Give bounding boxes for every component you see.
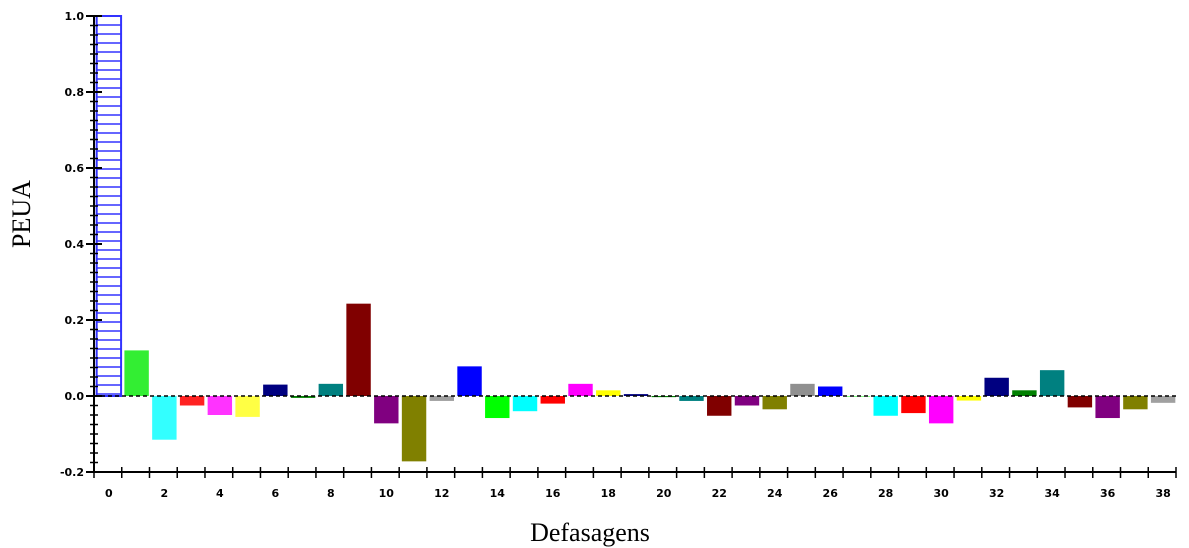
bar-lag-11 <box>401 396 427 462</box>
x-tick-label: 38 <box>1155 487 1170 500</box>
bar-lag-25 <box>790 383 815 396</box>
bar-lag-9 <box>346 303 371 396</box>
x-ticks-group: 0 2 4 6 8 10 12 14 16 18 20 22 24 26 28 30 32 34 36 38 <box>93 467 1177 500</box>
bar-lag-33 <box>1012 390 1037 396</box>
y-axis-title: PEUA <box>7 180 36 248</box>
bar-lag-28 <box>873 396 898 416</box>
bar-lag-4 <box>207 396 233 415</box>
bar-lag-26 <box>817 386 843 396</box>
bar-lag-13 <box>457 366 482 396</box>
bar-lag-7 <box>290 396 316 398</box>
bar-lag-21 <box>679 396 704 401</box>
bar-lag-6 <box>263 384 288 396</box>
bar-lag-14 <box>485 396 510 419</box>
x-tick-label: 4 <box>216 487 224 500</box>
x-tick-label: 26 <box>823 487 839 500</box>
bar-lag-24 <box>762 396 787 410</box>
bar-lag-5 <box>235 396 260 417</box>
bar-lag-19 <box>623 394 649 396</box>
x-tick-label: 24 <box>767 487 783 500</box>
bar-lag-35 <box>1067 396 1093 408</box>
bar-lag-10 <box>374 396 399 424</box>
bar-lag-31 <box>956 396 982 401</box>
x-tick-label: 16 <box>545 487 561 500</box>
bar-lag-34 <box>1039 370 1065 396</box>
x-tick-label: 22 <box>712 487 727 500</box>
y-tick-label: 0.0 <box>65 390 85 403</box>
bar-lag-2 <box>152 396 177 440</box>
y-tick-label: 0.6 <box>65 162 85 175</box>
x-tick-label: 34 <box>1044 487 1060 500</box>
bar-lag-0 <box>95 15 123 397</box>
bar-lag-15 <box>512 396 538 412</box>
bar-lag-1 <box>124 350 149 396</box>
bar-lag-16 <box>540 396 565 404</box>
bar-lag-3 <box>179 396 205 406</box>
x-axis-title: Defasagens <box>530 518 650 547</box>
x-tick-label: 30 <box>934 487 950 500</box>
y-tick-label: 0.4 <box>65 238 85 251</box>
y-tick-label: 0.2 <box>65 314 85 327</box>
bar-lag-30 <box>928 396 954 424</box>
x-tick-label: 0 <box>105 487 113 500</box>
bar-lag-37 <box>1123 396 1148 410</box>
bar-lag-12 <box>429 396 455 401</box>
bars-group <box>95 15 1176 462</box>
bar-lag-0-outline <box>95 15 123 397</box>
y-tick-label: 0.8 <box>65 86 85 99</box>
y-ticks-group: -0.2 0.0 0.2 0.4 0.6 0.8 1.0 <box>60 10 102 479</box>
x-tick-label: 6 <box>272 487 280 500</box>
y-tick-label: -0.2 <box>60 466 84 479</box>
bar-lag-36 <box>1095 396 1120 419</box>
x-tick-label: 18 <box>601 487 616 500</box>
x-tick-label: 12 <box>434 487 449 500</box>
bar-lag-23 <box>734 396 760 406</box>
x-tick-label: 2 <box>161 487 169 500</box>
bar-lag-8 <box>318 383 344 396</box>
bar-lag-17 <box>568 383 593 396</box>
bar-lag-32 <box>984 377 1009 396</box>
bar-lag-38 <box>1150 396 1176 403</box>
y-tick-label: 1.0 <box>65 10 85 23</box>
x-tick-label: 10 <box>379 487 395 500</box>
x-tick-label: 28 <box>878 487 893 500</box>
x-tick-label: 32 <box>989 487 1004 500</box>
bar-lag-22 <box>707 396 732 416</box>
x-tick-label: 20 <box>656 487 672 500</box>
x-tick-label: 36 <box>1100 487 1116 500</box>
bar-lag-29 <box>901 396 926 414</box>
x-tick-label: 14 <box>490 487 506 500</box>
bar-lag-18 <box>596 390 621 396</box>
x-tick-label: 8 <box>327 487 335 500</box>
